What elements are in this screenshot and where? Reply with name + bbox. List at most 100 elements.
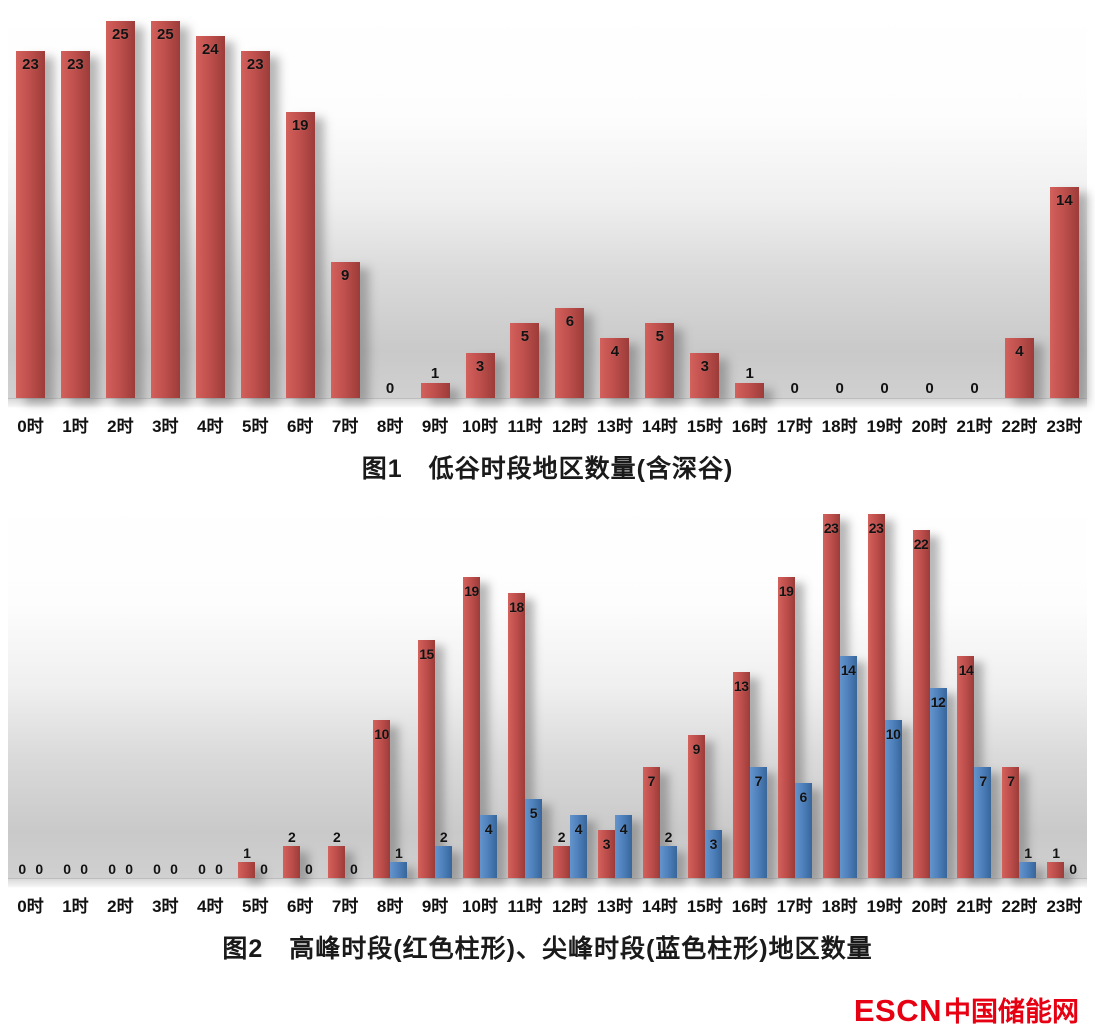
bar-slot: 14	[1049, 187, 1079, 398]
bar-value-label: 4	[484, 821, 493, 837]
bar-value-label: 0	[215, 861, 223, 877]
bar-slot: 9	[330, 262, 360, 398]
bar-group: 14 7	[952, 498, 997, 878]
bar-group: 15 2	[413, 498, 458, 878]
chart1-caption: 图1 低谷时段地区数量(含深谷)	[361, 455, 734, 483]
bar-value-label: 0	[835, 380, 844, 397]
bar-slot: 3	[597, 830, 615, 878]
bar-slot: 19	[777, 577, 795, 878]
bar-value-label: 4	[619, 821, 628, 837]
red-bar	[690, 353, 720, 398]
bar-group: 9	[323, 6, 368, 398]
bar-value-label: 5	[655, 328, 664, 345]
bar-value-label: 25	[112, 26, 129, 43]
bar-slot: 14	[839, 656, 857, 878]
bar-value-label: 1	[1052, 845, 1060, 861]
red-bar	[957, 656, 975, 878]
bar-group: 5	[502, 6, 547, 398]
chart1-floor	[8, 399, 1087, 408]
bar-slot: 1	[390, 846, 408, 878]
x-axis-label: 15时	[686, 896, 723, 916]
bar-group: 23 10	[862, 498, 907, 878]
bar-value-label: 1	[243, 845, 251, 861]
x-axis-label: 9时	[421, 416, 449, 436]
bar-value-label: 7	[1007, 773, 1015, 789]
bar-slot: 22	[912, 530, 930, 878]
bar-value-label: 4	[574, 821, 583, 837]
bar-slot: 6	[794, 783, 812, 878]
bar-group: 19	[278, 6, 323, 398]
bar-group: 13 7	[727, 498, 772, 878]
x-axis-label: 17时	[776, 896, 813, 916]
x-axis-label: 19时	[866, 416, 903, 436]
x-axis-label: 20时	[911, 896, 948, 916]
red-bar	[150, 21, 180, 398]
bar-value-label: 2	[288, 829, 296, 845]
bar-group: 5	[637, 6, 682, 398]
x-axis-label: 4时	[197, 416, 224, 436]
bar-value-label: 23	[246, 56, 264, 73]
blue-bar	[569, 815, 587, 878]
bar-slot: 1	[735, 366, 765, 398]
bar-group: 23 14	[817, 498, 862, 878]
bar-value-label: 0	[349, 861, 358, 877]
chart1-plot-area: 23 23 25 25 24 23 19 9 0 1 3 5 6 4 5 3 1 0 0 0 0 0 4 14	[8, 6, 1087, 399]
bar-value-label: 0	[1069, 861, 1077, 877]
bar-slot: 25	[150, 21, 180, 398]
x-axis-label: 12时	[551, 896, 588, 916]
red-bar	[555, 308, 585, 398]
red-bar	[238, 862, 256, 878]
blue-bar	[749, 767, 767, 878]
bar-value-label: 2	[332, 829, 341, 845]
x-axis-label: 5时	[242, 896, 269, 916]
bar-value-label: 0	[80, 861, 88, 877]
bar-slot: 25	[105, 21, 135, 398]
bar-slot: 12	[929, 688, 947, 878]
bar-slot: 23	[60, 51, 90, 398]
bar-slot: 19	[285, 112, 315, 398]
chart2-floor	[8, 879, 1087, 888]
bar-value-label: 3	[602, 836, 611, 852]
bar-value-label: 0	[108, 861, 116, 877]
bar-slot: 23	[240, 51, 270, 398]
red-bar	[420, 383, 450, 398]
bar-slot: 10	[884, 720, 902, 878]
x-axis-label: 20时	[911, 416, 948, 436]
bar-group: 0	[368, 6, 413, 398]
red-bar	[777, 577, 795, 878]
chart2-plot-area: 0 0 0 0 0 0 0 0 0 0 1 0 2 0 2 0 10 1 15 2 19 4 18 5 2 4 3 4 7 2 9 3 13 7 1…	[8, 498, 1087, 879]
bar-value-label: 15	[419, 646, 434, 662]
bar-slot: 2	[659, 830, 677, 878]
bar-value-label: 25	[156, 26, 174, 43]
red-bar	[687, 735, 705, 878]
x-axis-label: 10时	[462, 416, 498, 436]
bar-value-label: 23	[823, 520, 839, 536]
bar-group: 18 5	[502, 498, 547, 878]
bar-value-label: 0	[170, 861, 178, 877]
bar-value-label: 23	[22, 56, 39, 73]
x-axis-label: 23时	[1046, 416, 1083, 436]
bar-value-label: 14	[1056, 192, 1073, 209]
bar-slot: 9	[687, 735, 705, 878]
bar-value-label: 22	[913, 536, 929, 552]
x-axis-label: 3时	[152, 416, 179, 436]
bar-slot: 2	[328, 830, 346, 878]
bar-slot: 13	[732, 672, 750, 878]
red-bar	[912, 530, 930, 878]
bar-value-label: 9	[340, 267, 350, 284]
red-bar	[105, 21, 135, 398]
bar-slot: 23	[822, 514, 840, 878]
bar-value-label: 1	[430, 365, 440, 382]
bar-value-label: 18	[509, 599, 524, 615]
x-axis-label: 11时	[507, 416, 543, 436]
blue-bar	[390, 862, 408, 878]
bar-value-label: 23	[868, 520, 884, 536]
bar-value-label: 0	[35, 861, 43, 877]
